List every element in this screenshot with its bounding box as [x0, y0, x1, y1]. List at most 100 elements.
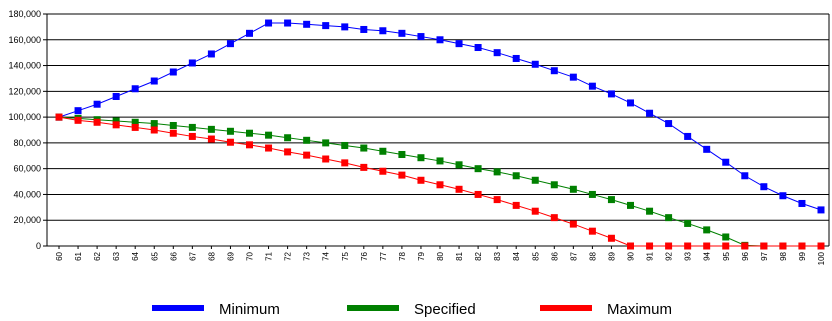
y-tick-label: 120,000 — [8, 86, 41, 96]
data-point — [798, 199, 806, 207]
data-point — [150, 120, 158, 128]
x-tick-label: 63 — [112, 251, 121, 260]
data-point — [131, 118, 139, 126]
data-point — [531, 207, 539, 215]
x-tick-label: 82 — [474, 251, 483, 260]
data-point — [455, 185, 463, 193]
data-point — [779, 192, 787, 200]
data-point — [398, 150, 406, 158]
data-point — [436, 181, 444, 189]
data-point — [607, 90, 615, 98]
x-tick-label: 60 — [55, 251, 64, 260]
data-point — [741, 172, 749, 180]
data-point — [379, 167, 387, 175]
x-tick-label: 65 — [150, 251, 159, 260]
x-tick-label: 86 — [550, 251, 559, 260]
data-point — [665, 214, 673, 222]
x-axis: 60 61 62 63 64 65 66 67 68 69 70 71 72 73 74 75 76 77 78 79… — [55, 246, 826, 265]
y-tick-label: 140,000 — [8, 61, 41, 71]
data-point — [112, 92, 120, 100]
data-point — [684, 132, 692, 140]
data-point — [360, 25, 368, 33]
x-tick-label: 99 — [798, 251, 807, 260]
data-point — [246, 29, 253, 37]
data-point — [684, 219, 692, 227]
data-point — [741, 242, 749, 250]
x-tick-label: 81 — [455, 251, 464, 260]
data-point — [665, 242, 673, 250]
data-point — [112, 117, 120, 125]
data-point — [760, 242, 768, 250]
y-tick-label: 160,000 — [8, 35, 41, 45]
legend-swatch — [540, 305, 592, 311]
data-point — [817, 242, 825, 250]
legend-label: Minimum — [219, 301, 280, 318]
x-tick-label: 90 — [627, 251, 636, 260]
data-point — [265, 144, 273, 152]
data-point — [322, 139, 330, 147]
x-tick-label: 73 — [303, 251, 312, 260]
x-tick-label: 87 — [569, 251, 578, 260]
y-tick-label: 20,000 — [13, 215, 41, 225]
data-point — [207, 135, 215, 143]
data-point — [550, 214, 558, 222]
data-point — [169, 121, 177, 129]
data-point — [474, 44, 482, 52]
data-point — [226, 40, 234, 48]
data-point — [265, 19, 273, 27]
x-tick-label: 100 — [817, 251, 826, 265]
data-point — [817, 206, 825, 214]
x-tick-label: 94 — [703, 251, 712, 260]
data-point — [417, 33, 425, 41]
data-point — [284, 19, 292, 27]
data-point — [303, 20, 311, 28]
data-point — [722, 233, 730, 241]
data-point — [455, 161, 463, 169]
data-point — [398, 171, 406, 179]
data-point — [226, 138, 234, 146]
data-point — [150, 126, 158, 134]
data-point — [188, 132, 196, 140]
data-point — [284, 134, 292, 142]
data-point — [493, 196, 501, 204]
data-point — [341, 141, 349, 149]
data-point — [226, 127, 234, 135]
x-tick-label: 66 — [169, 251, 178, 260]
data-point — [493, 49, 501, 57]
data-point — [760, 183, 768, 191]
x-tick-label: 84 — [512, 251, 521, 260]
data-point — [627, 99, 634, 107]
series-maximum — [55, 113, 825, 250]
data-point — [550, 67, 558, 75]
y-axis: 0 20,000 40,000 60,000 80,000 100,000 120,000 1… — [8, 9, 830, 251]
x-tick-label: 85 — [531, 251, 540, 260]
data-point — [417, 154, 425, 162]
data-point — [512, 54, 520, 62]
data-point — [493, 168, 501, 176]
data-point — [188, 59, 196, 67]
data-point — [341, 23, 349, 31]
data-point — [417, 176, 425, 184]
gridlines — [47, 13, 829, 247]
data-point — [512, 201, 520, 209]
data-point — [646, 109, 654, 117]
data-point — [112, 121, 120, 129]
data-point — [360, 163, 368, 171]
data-point — [93, 118, 101, 126]
y-tick-label: 180,000 — [8, 9, 41, 19]
data-point — [169, 129, 177, 137]
x-tick-label: 88 — [588, 251, 597, 260]
legend-item-specified: Specified — [347, 301, 476, 318]
data-point — [646, 242, 654, 250]
legend: Minimum Specified Maximum — [152, 301, 672, 318]
data-point — [131, 123, 139, 131]
data-point — [627, 242, 634, 250]
x-tick-label: 78 — [398, 251, 407, 260]
data-point — [588, 227, 596, 235]
data-point — [55, 113, 63, 121]
x-tick-label: 89 — [607, 251, 616, 260]
x-tick-label: 97 — [760, 251, 769, 260]
data-point — [550, 181, 558, 189]
data-point — [207, 50, 215, 58]
